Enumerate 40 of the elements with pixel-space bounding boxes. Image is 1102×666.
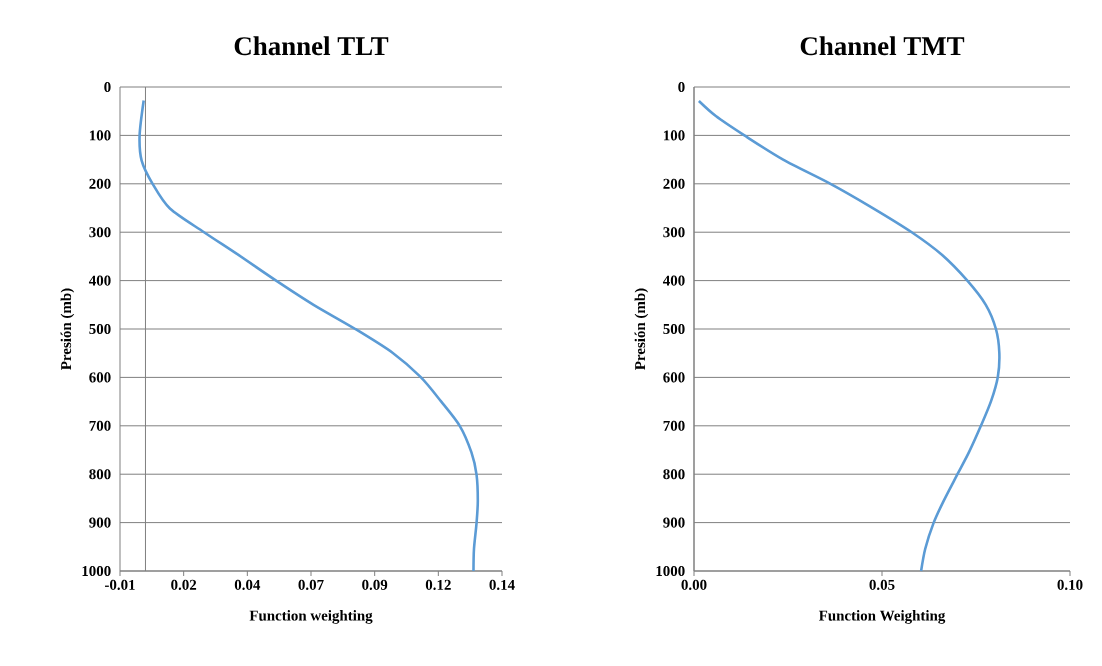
line-series (697, 99, 1001, 573)
y-tick-label: 500 (663, 323, 685, 335)
y-tick-label: 900 (663, 517, 685, 528)
x-tick-label: 0.02 (171, 579, 197, 590)
x-tick-label: 0.12 (425, 579, 451, 590)
x-tick-label: 0.00 (681, 579, 707, 590)
y-tick-label: 100 (663, 130, 685, 141)
y-tick-label: 0 (678, 81, 685, 93)
y-tick-label: 300 (663, 227, 685, 238)
y-tick-label: 100 (89, 130, 111, 141)
y-tick-label: 400 (662, 275, 685, 286)
y-tick-label: 700 (663, 420, 685, 431)
y-axis-title: Presión (mb) (60, 288, 75, 370)
y-tick-label: 1000 (82, 565, 111, 577)
chart-title: Channel TMT (800, 36, 965, 56)
x-tick-label: 0.05 (869, 579, 895, 590)
y-tick-label: 800 (663, 469, 685, 480)
chart-title: Channel TLT (234, 36, 389, 56)
x-tick-label: 0.09 (362, 579, 388, 590)
x-tick-label: 0.14 (489, 579, 515, 590)
y-tick-label: 600 (663, 372, 685, 383)
y-tick-label: 1000 (656, 565, 685, 577)
line-series (138, 99, 480, 573)
x-tick-label: 0.07 (298, 579, 324, 590)
y-axis-title: Presión (mb) (634, 288, 649, 370)
x-tick-label: 0.04 (234, 579, 261, 590)
y-tick-label: 200 (89, 178, 111, 189)
y-tick-label: 600 (89, 372, 111, 383)
y-tick-label: 900 (89, 517, 111, 528)
x-tick-label: -0.01 (104, 579, 135, 590)
x-tick-label: 0.10 (1057, 579, 1083, 590)
y-tick-label: 400 (88, 275, 111, 286)
y-tick-label: 500 (89, 323, 111, 335)
y-tick-label: 200 (663, 178, 685, 189)
x-axis-title: Function weighting (249, 610, 373, 624)
y-tick-label: 700 (89, 420, 111, 431)
y-tick-label: 300 (89, 227, 111, 238)
y-tick-label: 800 (89, 469, 111, 480)
y-tick-label: 0 (104, 81, 111, 93)
x-axis-title: Function Weighting (818, 610, 946, 624)
